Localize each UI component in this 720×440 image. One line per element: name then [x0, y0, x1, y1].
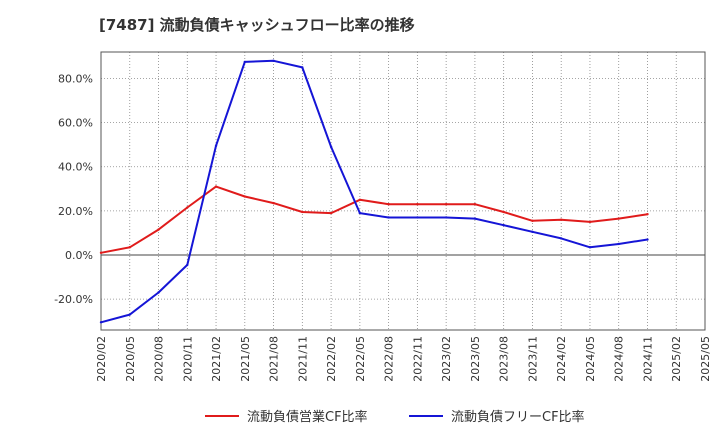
data-point	[444, 203, 448, 206]
data-point	[416, 216, 419, 219]
x-tick-label: 2022/08	[383, 336, 396, 382]
x-tick-label: 2022/05	[354, 336, 367, 382]
data-point	[617, 217, 620, 220]
legend-label-free-cf: 流動負債フリーCF比率	[451, 410, 585, 425]
series-line-0	[100, 185, 648, 254]
data-point	[186, 263, 189, 267]
plot-frame	[100, 51, 706, 331]
x-tick-label: 2022/02	[325, 336, 338, 382]
x-tick-label: 2025/05	[699, 336, 712, 382]
data-point	[502, 223, 505, 227]
x-tick-label: 2020/02	[95, 336, 108, 382]
x-tick-label: 2020/11	[181, 336, 194, 382]
y-tick-label: 60.0%	[58, 117, 93, 130]
x-axis-ticks: 2020/02 2020/05 2020/08 2020/11 2021/02 2021/…	[95, 336, 712, 382]
chart-title: [7487] 流動負債キャッシュフロー比率の推移	[99, 16, 415, 34]
y-tick-label: 20.0%	[58, 205, 93, 218]
data-point	[473, 203, 477, 206]
data-point	[559, 218, 563, 221]
data-point	[588, 220, 592, 224]
legend-label-operating-cf: 流動負債営業CF比率	[247, 410, 368, 425]
data-point	[329, 211, 333, 215]
legend-item-free-cf: 流動負債フリーCF比率	[409, 406, 585, 425]
data-point	[272, 59, 275, 63]
legend-swatch-operating-cf	[205, 414, 239, 417]
data-point	[329, 145, 333, 149]
series-line-1	[100, 59, 648, 324]
data-point	[559, 237, 563, 240]
x-tick-label: 2022/11	[411, 336, 424, 382]
data-point	[214, 144, 218, 147]
y-tick-label: 0.0%	[65, 249, 93, 262]
data-point	[617, 242, 620, 246]
data-point	[588, 246, 592, 249]
data-point	[473, 217, 477, 220]
data-point	[301, 210, 304, 214]
data-point	[531, 230, 534, 234]
y-tick-label: 40.0%	[58, 161, 93, 174]
x-tick-label: 2023/05	[469, 336, 482, 382]
data-point	[128, 246, 131, 249]
data-point	[646, 212, 649, 216]
data-point	[358, 198, 362, 202]
x-tick-label: 2025/02	[670, 336, 683, 382]
y-tick-label: -20.0%	[54, 293, 93, 306]
y-axis-ticks: -20.0% 0.0% 20.0% 40.0% 60.0% 80.0%	[54, 72, 93, 306]
x-tick-label: 2020/08	[153, 336, 166, 382]
data-point	[157, 228, 160, 231]
x-tick-label: 2021/05	[239, 336, 252, 382]
x-tick-label: 2024/11	[641, 336, 654, 382]
grid	[101, 52, 705, 330]
data-point	[157, 291, 160, 294]
x-tick-label: 2023/11	[526, 336, 539, 382]
x-tick-label: 2024/05	[584, 336, 597, 382]
y-tick-label: 80.0%	[58, 72, 93, 85]
data-point	[358, 211, 362, 215]
legend-item-operating-cf: 流動負債営業CF比率	[205, 406, 368, 425]
x-tick-label: 2020/05	[124, 336, 137, 382]
x-tick-label: 2024/02	[555, 336, 568, 382]
data-point	[387, 216, 390, 219]
x-tick-label: 2024/08	[613, 336, 626, 382]
data-point	[416, 203, 419, 206]
x-tick-label: 2021/08	[268, 336, 281, 382]
x-tick-label: 2023/02	[440, 336, 453, 382]
x-tick-label: 2023/08	[498, 336, 511, 382]
data-point	[272, 201, 275, 205]
data-point	[128, 313, 131, 316]
plot-border	[100, 51, 706, 331]
data-point	[502, 210, 505, 214]
data-point	[99, 251, 103, 254]
data-point	[186, 206, 189, 209]
legend-swatch-free-cf	[409, 414, 443, 417]
x-tick-label: 2021/02	[210, 336, 223, 382]
data-point	[387, 203, 390, 206]
data-point	[646, 238, 649, 241]
data-point	[99, 321, 103, 324]
data-point	[444, 216, 448, 219]
data-point	[301, 66, 304, 69]
data-point	[214, 185, 218, 188]
series-lines	[99, 59, 649, 324]
data-point	[243, 195, 247, 198]
x-tick-label: 2021/11	[296, 336, 309, 382]
data-point	[243, 60, 247, 64]
data-point	[531, 219, 534, 222]
